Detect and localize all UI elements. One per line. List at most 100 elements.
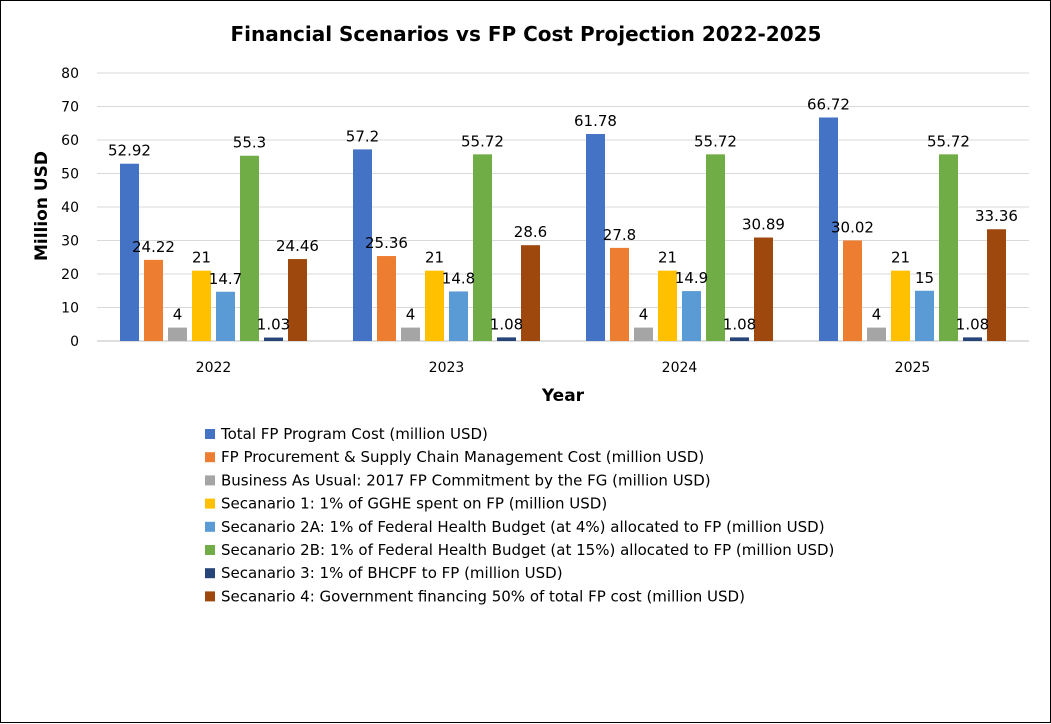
data-label: 55.72 bbox=[927, 132, 970, 150]
y-tick-label: 10 bbox=[61, 301, 79, 317]
legend-entry-1: Total FP Program Cost (million USD) bbox=[220, 425, 488, 443]
data-label: 21 bbox=[425, 249, 444, 267]
legend-entry-8: Secanario 4: Government financing 50% of… bbox=[221, 587, 745, 605]
bar-series-4-2022 bbox=[192, 270, 211, 341]
legend-entry-5: Secanario 2A: 1% of Federal Health Budge… bbox=[221, 518, 825, 536]
bar-series-2-2022 bbox=[144, 259, 163, 341]
data-label: 4 bbox=[173, 306, 183, 324]
bar-series-8-2025 bbox=[987, 229, 1006, 341]
data-label: 27.8 bbox=[603, 226, 636, 244]
y-tick-label: 80 bbox=[61, 66, 79, 82]
bar-series-3-2023 bbox=[401, 327, 420, 341]
bar-series-3-2025 bbox=[867, 327, 886, 341]
data-label: 52.92 bbox=[108, 142, 151, 160]
y-tick-label: 50 bbox=[61, 167, 79, 183]
bar-series-3-2024 bbox=[634, 327, 653, 341]
data-label: 21 bbox=[192, 249, 211, 267]
data-label: 24.46 bbox=[276, 237, 319, 255]
x-tick-label-2025: 2025 bbox=[895, 360, 931, 376]
data-label: 55.72 bbox=[461, 132, 504, 150]
legend-swatch-8 bbox=[205, 591, 215, 602]
bar-series-7-2023 bbox=[497, 337, 516, 341]
bar-series-8-2022 bbox=[288, 259, 307, 341]
x-tick-label-2022: 2022 bbox=[196, 360, 232, 376]
bar-series-5-2025 bbox=[915, 290, 934, 341]
bar-series-6-2023 bbox=[473, 154, 492, 341]
bar-series-2-2023 bbox=[377, 256, 396, 341]
x-tick-label-2023: 2023 bbox=[429, 360, 465, 376]
data-label: 14.9 bbox=[675, 269, 708, 287]
data-label: 1.08 bbox=[723, 315, 756, 333]
data-label: 1.03 bbox=[257, 316, 290, 334]
gridlines bbox=[97, 72, 1029, 342]
bar-series-7-2024 bbox=[730, 337, 749, 341]
data-label: 24.22 bbox=[132, 238, 175, 256]
bar-series-1-2022 bbox=[120, 163, 139, 341]
x-axis-ticks: 2022 2023 2024 2025 bbox=[196, 360, 931, 376]
y-tick-label: 70 bbox=[61, 100, 79, 116]
bars bbox=[120, 117, 1006, 341]
bar-series-3-2022 bbox=[168, 327, 187, 341]
y-tick-label: 0 bbox=[70, 334, 79, 350]
data-label: 4 bbox=[406, 306, 416, 324]
data-label: 61.78 bbox=[574, 112, 617, 130]
legend-swatch-2 bbox=[205, 452, 215, 463]
data-label: 4 bbox=[639, 306, 649, 324]
bar-series-1-2024 bbox=[586, 134, 605, 341]
data-label: 14.8 bbox=[442, 269, 475, 287]
bar-series-5-2024 bbox=[682, 291, 701, 341]
data-label: 21 bbox=[658, 249, 677, 267]
bar-series-5-2022 bbox=[216, 291, 235, 341]
bar-series-8-2023 bbox=[521, 245, 540, 341]
y-axis-title: Million USD bbox=[32, 151, 52, 261]
data-label: 1.08 bbox=[490, 315, 523, 333]
bar-series-2-2024 bbox=[610, 247, 629, 341]
legend: Total FP Program Cost (million USD) FP Pr… bbox=[205, 425, 834, 605]
legend-swatch-7 bbox=[205, 568, 215, 579]
legend-swatch-4 bbox=[205, 498, 215, 509]
legend-entry-6: Secanario 2B: 1% of Federal Health Budge… bbox=[221, 541, 834, 559]
bar-series-1-2025 bbox=[819, 117, 838, 341]
bar-series-4-2024 bbox=[658, 270, 677, 341]
legend-swatch-3 bbox=[205, 475, 215, 486]
data-label: 21 bbox=[891, 249, 910, 267]
chart-title: Financial Scenarios vs FP Cost Projectio… bbox=[231, 22, 822, 46]
data-label: 25.36 bbox=[365, 234, 408, 252]
x-tick-label-2024: 2024 bbox=[662, 360, 698, 376]
bar-series-7-2022 bbox=[264, 337, 283, 341]
data-label: 15 bbox=[915, 269, 934, 287]
y-tick-label: 20 bbox=[61, 267, 79, 283]
data-label: 14.7 bbox=[209, 270, 242, 288]
y-tick-label: 40 bbox=[61, 200, 79, 216]
data-label: 33.36 bbox=[975, 207, 1018, 225]
legend-swatch-5 bbox=[205, 521, 215, 532]
y-axis-ticks: 0 10 20 30 40 50 60 70 80 bbox=[61, 66, 79, 350]
data-label: 28.6 bbox=[514, 223, 547, 241]
y-tick-label: 60 bbox=[61, 133, 79, 149]
data-label: 4 bbox=[872, 306, 882, 324]
bar-series-4-2025 bbox=[891, 270, 910, 341]
data-label: 30.89 bbox=[742, 216, 785, 234]
data-label: 55.3 bbox=[233, 134, 266, 152]
bar-series-4-2023 bbox=[425, 270, 444, 341]
bar-series-1-2023 bbox=[353, 149, 372, 341]
bar-series-6-2024 bbox=[706, 154, 725, 341]
data-label: 55.72 bbox=[694, 132, 737, 150]
bar-series-6-2025 bbox=[939, 154, 958, 341]
data-label: 57.2 bbox=[346, 127, 379, 145]
legend-swatch-1 bbox=[205, 429, 215, 439]
data-label: 1.08 bbox=[956, 315, 989, 333]
x-axis-title: Year bbox=[541, 386, 585, 406]
data-labels: 52.92 24.22 4 21 14.7 55.3 1.03 24.46 57.2 25.36 4… bbox=[108, 95, 1018, 333]
y-tick-label: 30 bbox=[61, 234, 79, 250]
legend-entry-2: FP Procurement & Supply Chain Management… bbox=[221, 448, 704, 466]
legend-entry-7: Secanario 3: 1% of BHCPF to FP (million … bbox=[221, 564, 563, 582]
legend-entry-4: Secanario 1: 1% of GGHE spent on FP (mil… bbox=[221, 495, 607, 513]
bar-series-6-2022 bbox=[240, 155, 259, 341]
bar-series-5-2023 bbox=[449, 291, 468, 341]
bar-series-7-2025 bbox=[963, 337, 982, 341]
data-label: 66.72 bbox=[807, 95, 850, 113]
bar-series-8-2024 bbox=[754, 237, 773, 341]
